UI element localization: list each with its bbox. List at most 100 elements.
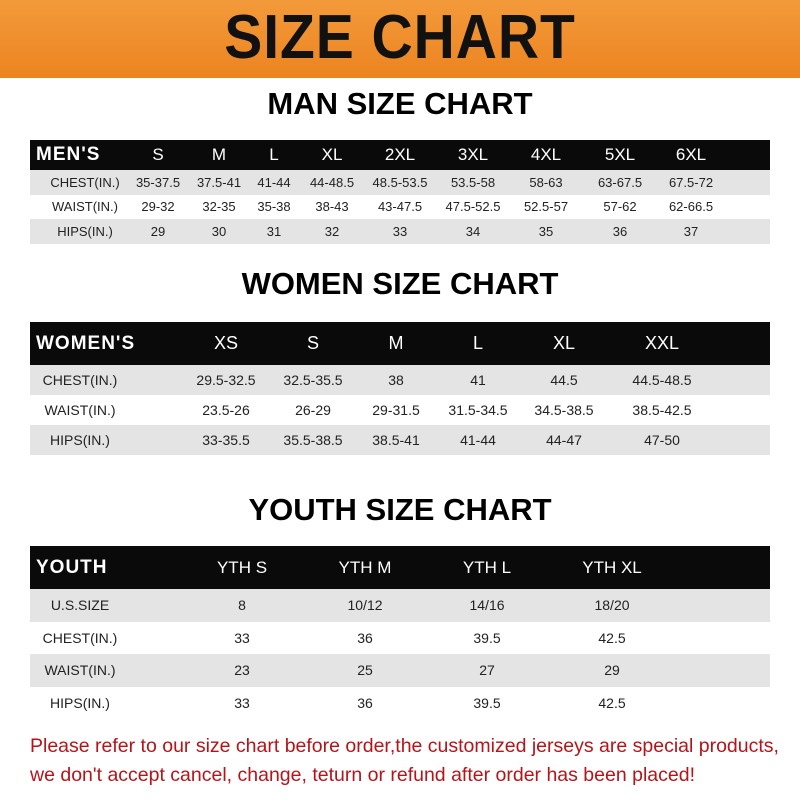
table-row: CHEST(IN.) 33 36 39.5 42.5	[30, 622, 770, 655]
row-label: HIPS(IN.)	[50, 694, 110, 711]
table-cell: 36	[612, 223, 628, 239]
table-cell: 31	[266, 223, 282, 239]
youth-header-label: YOUTH	[36, 556, 108, 578]
size-header: YTH S	[216, 557, 268, 577]
table-cell: 47-50	[644, 432, 680, 448]
table-cell: 29-32	[141, 199, 175, 215]
table-cell: 26-29	[295, 402, 331, 418]
men-header-label: MEN'S	[36, 144, 101, 165]
table-cell: 35-37.5	[135, 174, 181, 190]
table-cell: 29	[150, 223, 166, 239]
women-header-row: WOMEN'S XS S M L XL XXL	[30, 322, 770, 365]
table-cell: 34	[465, 223, 481, 239]
notice-line-1: Please refer to our size chart before or…	[30, 735, 779, 757]
table-cell: 52.5-57	[523, 199, 569, 215]
table-cell: 31.5-34.5	[448, 402, 508, 418]
table-cell: 33	[392, 223, 408, 239]
table-cell: 35-38	[257, 199, 291, 215]
table-cell: 29.5-32.5	[196, 372, 256, 388]
size-header: S	[152, 145, 164, 164]
table-cell: 42.5	[598, 629, 626, 646]
size-header: L	[472, 333, 484, 353]
table-cell: 43-47.5	[377, 199, 423, 215]
notice-line-2: we don't accept cancel, change, teturn o…	[30, 764, 695, 786]
men-section-title: MAN SIZE CHART	[267, 86, 533, 121]
size-header: M	[211, 145, 227, 164]
table-cell: 23	[234, 662, 250, 679]
table-row: HIPS(IN.) 29 30 31 32 33 34 35 36 37	[30, 219, 770, 244]
table-cell: 67.5-72	[668, 174, 714, 190]
table-cell: 58-63	[529, 174, 563, 190]
table-cell: 29-31.5	[372, 402, 420, 418]
table-row: CHEST(IN.) 29.5-32.5 32.5-35.5 38 41 44.5 44.5…	[30, 365, 770, 395]
table-cell: 34.5-38.5	[534, 402, 594, 418]
table-cell: 38.5-42.5	[632, 402, 692, 418]
table-cell: 44-48.5	[309, 174, 355, 190]
table-row: WAIST(IN.) 29-32 32-35 35-38 38-43 43-47.5 47.…	[30, 195, 770, 220]
table-cell: 53.5-58	[450, 174, 496, 190]
table-cell: 38	[388, 372, 404, 388]
row-label: U.S.SIZE	[50, 597, 110, 614]
table-cell: 37.5-41	[196, 174, 242, 190]
table-cell: 41-44	[460, 432, 496, 448]
table-cell: 44.5-48.5	[632, 372, 692, 388]
youth-header-row: YOUTH YTH S YTH M YTH L YTH XL	[30, 546, 770, 589]
table-cell: 36	[357, 694, 373, 711]
table-cell: 33-35.5	[202, 432, 250, 448]
table-cell: 42.5	[598, 694, 626, 711]
size-header: XS	[213, 333, 239, 353]
table-cell: 44-47	[546, 432, 582, 448]
table-cell: 38-43	[315, 199, 349, 215]
table-cell: 29	[604, 662, 620, 679]
table-cell: 47.5-52.5	[445, 199, 501, 215]
table-cell: 18/20	[594, 597, 630, 614]
size-header: XL	[552, 333, 576, 353]
size-header: YTH XL	[582, 557, 642, 577]
table-row: CHEST(IN.) 35-37.5 37.5-41 41-44 44-48.5 48.5…	[30, 170, 770, 195]
row-label: HIPS(IN.)	[57, 223, 113, 239]
table-cell: 8	[238, 597, 246, 614]
table-cell: 62-66.5	[668, 199, 714, 215]
size-header: 2XL	[384, 145, 416, 164]
size-header: 5XL	[604, 145, 636, 164]
row-label: WAIST(IN.)	[44, 662, 116, 679]
size-header: S	[306, 333, 320, 353]
size-header: YTH L	[462, 557, 512, 577]
row-label: CHEST(IN.)	[42, 372, 118, 388]
table-cell: 48.5-53.5	[372, 174, 428, 190]
table-cell: 27	[479, 662, 495, 679]
table-cell: 37	[683, 223, 699, 239]
table-cell: 33	[234, 629, 250, 646]
women-section-title: WOMEN SIZE CHART	[241, 266, 559, 301]
size-header: YTH M	[338, 557, 392, 577]
men-header-row: MEN'S S M L XL 2XL 3XL 4XL 5XL 6XL	[30, 140, 770, 170]
table-cell: 10/12	[347, 597, 383, 614]
table-row: WAIST(IN.) 23.5-26 26-29 29-31.5 31.5-34.5 34…	[30, 395, 770, 425]
row-label: WAIST(IN.)	[44, 402, 116, 418]
size-header: XL	[321, 145, 343, 164]
table-row: HIPS(IN.) 33 36 39.5 42.5	[30, 687, 770, 720]
table-cell: 25	[357, 662, 373, 679]
table-cell: 41	[470, 372, 486, 388]
size-header: 6XL	[675, 145, 707, 164]
table-cell: 63-67.5	[597, 174, 643, 190]
women-header-label: WOMEN'S	[36, 332, 136, 354]
size-header: XXL	[644, 333, 680, 353]
size-header: M	[388, 333, 404, 353]
size-header: 4XL	[530, 145, 562, 164]
row-label: WAIST(IN.)	[52, 199, 118, 215]
row-label: CHEST(IN.)	[42, 629, 118, 646]
table-cell: 35	[538, 223, 554, 239]
table-cell: 32	[324, 223, 340, 239]
table-cell: 32.5-35.5	[283, 372, 343, 388]
table-cell: 23.5-26	[202, 402, 250, 418]
table-cell: 32-35	[202, 199, 236, 215]
table-cell: 39.5	[473, 629, 501, 646]
row-label: HIPS(IN.)	[50, 432, 110, 448]
table-cell: 35.5-38.5	[283, 432, 343, 448]
banner-title: SIZE CHART	[224, 3, 576, 72]
size-header: 3XL	[457, 145, 489, 164]
table-cell: 44.5	[550, 372, 578, 388]
table-cell: 41-44	[257, 174, 291, 190]
table-cell: 30	[211, 223, 227, 239]
